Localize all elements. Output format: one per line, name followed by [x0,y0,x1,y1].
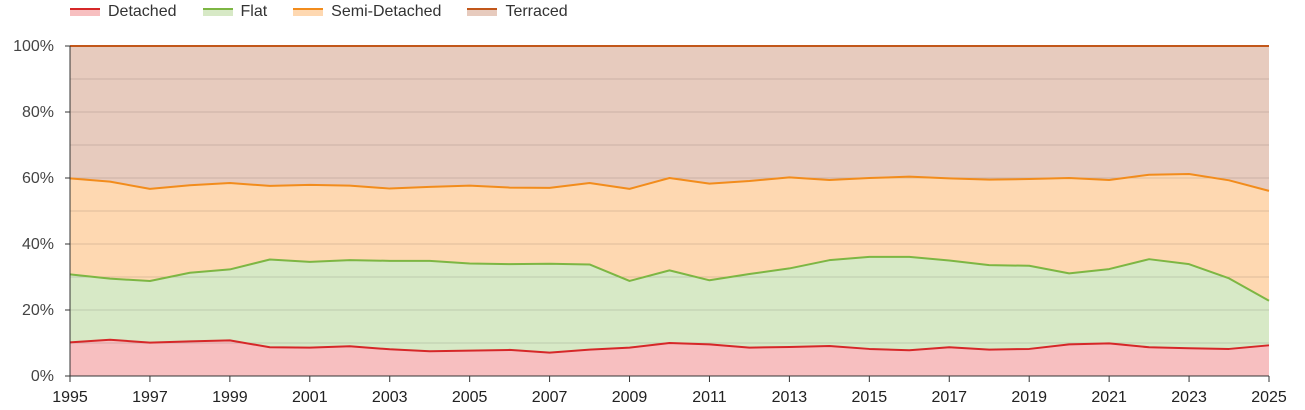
x-tick-label: 2021 [1091,389,1127,406]
x-tick-label: 1999 [212,389,248,406]
legend-label-detached: Detached [108,3,177,20]
x-tick-label: 2011 [692,389,727,406]
y-tick-label: 40% [22,236,54,253]
legend-label-flat: Flat [240,3,268,20]
axes: 0% 20% 40% 60% 80% 100% 1995 1997 1999 2001 2003 20… [13,38,1287,406]
x-tick-label: 2007 [532,389,568,406]
x-tick-label: 2005 [452,389,488,406]
x-tick-label: 2009 [612,389,648,406]
legend-item-terraced[interactable]: Terraced [467,3,568,21]
legend-item-flat[interactable]: Flat [202,3,268,21]
y-tick-label: 0% [31,368,54,385]
area-flat [70,256,1269,353]
line-flat [69,255,1270,302]
area-detached [70,339,1269,376]
line-detached [69,338,1270,354]
y-tick-label: 20% [22,302,54,319]
x-tick-label: 2013 [772,389,808,406]
area-semi-detached [70,174,1269,301]
line-semi-detached [69,173,1270,192]
x-tick-label: 2015 [852,389,888,406]
y-tick-label: 80% [22,104,54,121]
legend-label-terraced: Terraced [505,3,568,20]
x-tick-label: 1995 [52,389,88,406]
x-tick-label: 1997 [132,389,168,406]
legend: Detached Flat Semi-Detached Terraced [70,3,594,21]
y-tick-label: 100% [13,38,54,55]
legend-label-semi-detached: Semi-Detached [331,3,442,20]
legend-swatch-terraced [467,8,498,16]
y-tick-label: 60% [22,170,54,187]
x-tick-label: 2025 [1251,389,1287,406]
x-tick-label: 2019 [1011,389,1047,406]
x-tick-label: 2001 [292,389,328,406]
x-tick-label: 2023 [1171,389,1207,406]
legend-swatch-flat [202,8,233,16]
legend-swatch-detached [70,8,100,16]
legend-swatch-semi-detached [293,8,324,16]
gridlines [70,78,1269,344]
legend-item-detached[interactable]: Detached [70,3,177,21]
x-tick-label: 2017 [931,389,967,406]
area-terraced [70,46,1269,191]
series-lines [69,45,1270,354]
legend-item-semi-detached[interactable]: Semi-Detached [293,3,441,21]
x-tick-label: 2003 [372,389,408,406]
